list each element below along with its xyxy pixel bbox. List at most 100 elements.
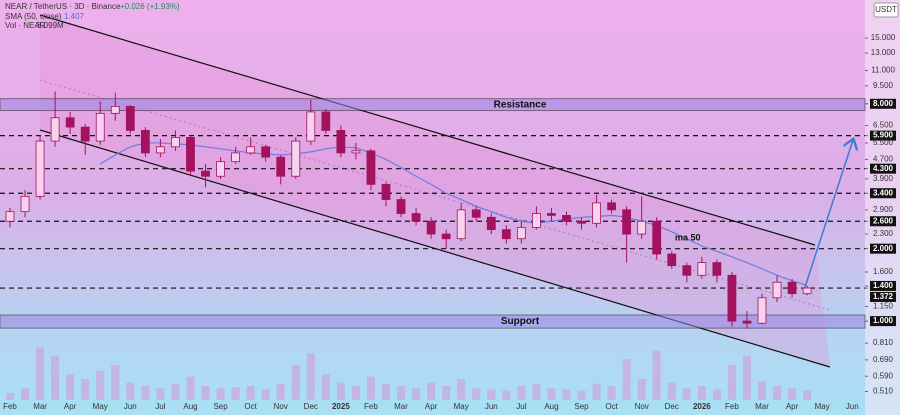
x-tick-label: Jul — [155, 402, 165, 411]
y-tick-label: 5.900 — [873, 131, 894, 140]
volume-bar — [351, 386, 360, 400]
y-tick-label: 13.000 — [871, 48, 896, 57]
volume-bar — [712, 389, 721, 400]
candle-body — [547, 213, 556, 216]
candle-body — [125, 106, 135, 131]
candle-body — [216, 161, 225, 177]
candle-body — [171, 137, 180, 148]
candle-body — [697, 262, 707, 276]
x-tick-label: Oct — [244, 402, 257, 411]
volume-bar — [562, 389, 571, 400]
x-tick-label: Jun — [124, 402, 137, 411]
volume-bar — [246, 386, 255, 400]
volume-bar — [517, 386, 526, 400]
candle-body — [35, 140, 45, 197]
price-band — [0, 98, 866, 112]
volume-bar — [186, 376, 195, 400]
indicator-value: 8.099M — [37, 21, 64, 30]
volume-bar — [96, 370, 105, 400]
volume-bar — [81, 379, 90, 400]
band-label: Resistance — [494, 99, 547, 110]
volume-bar — [577, 390, 586, 400]
volume-bar — [547, 388, 556, 400]
candle-body — [501, 229, 511, 240]
unit-label[interactable]: USDT — [875, 5, 897, 14]
volume-bar — [261, 389, 270, 400]
y-tick-label: 1.000 — [873, 316, 894, 325]
volume-bar — [427, 382, 436, 400]
candle-body — [276, 156, 286, 177]
candle-body — [441, 233, 451, 240]
x-tick-label: May — [93, 402, 108, 411]
candle-body — [727, 274, 737, 322]
y-tick-box — [870, 316, 896, 327]
candle-body — [622, 209, 632, 235]
chart-title: NEAR / TetherUS · 3D · Binance — [5, 2, 121, 11]
x-tick-label: Apr — [786, 402, 799, 411]
y-tick-box — [870, 291, 896, 302]
band-label: Support — [501, 316, 540, 327]
y-tick-box — [870, 188, 896, 199]
volume-bar — [66, 374, 75, 400]
y-tick-label: 0.690 — [873, 355, 894, 364]
volume-bar — [788, 388, 797, 400]
candle-body — [471, 209, 481, 218]
volume-bar — [397, 386, 406, 400]
volume-bar — [758, 381, 766, 400]
candle-body — [20, 195, 30, 213]
x-tick-label: Dec — [304, 402, 318, 411]
y-tick-label: 8.000 — [873, 99, 894, 108]
x-tick-label: Mar — [394, 402, 408, 411]
y-tick-label: 1.150 — [873, 302, 894, 311]
volume-bar — [742, 355, 751, 400]
candle-body — [516, 227, 526, 240]
candle-body — [456, 209, 466, 240]
price-change: +0.026 (+1.93%) — [120, 2, 180, 11]
x-tick-label: 2026 — [693, 402, 711, 411]
volume-bar — [487, 389, 496, 400]
candle-body — [652, 220, 662, 255]
volume-bar — [276, 383, 285, 400]
candle-body — [592, 202, 601, 224]
volume-bar — [321, 374, 330, 400]
candle-body — [486, 216, 496, 231]
y-tick-label: 2.000 — [873, 244, 894, 253]
y-tick-box — [870, 243, 896, 254]
volume-bar — [336, 382, 345, 400]
x-tick-label: Sep — [213, 402, 228, 411]
x-tick-label: Apr — [425, 402, 438, 411]
volume-bar — [156, 388, 165, 400]
candle-body — [366, 150, 376, 185]
candle-body — [562, 214, 571, 222]
candle-body — [231, 152, 241, 163]
y-tick-label: 4.700 — [873, 154, 894, 163]
candle-body — [201, 170, 210, 177]
projection-arrow — [804, 140, 853, 288]
volume-bar — [141, 386, 150, 400]
x-tick-label: May — [815, 402, 830, 411]
x-tick-label: Sep — [574, 402, 589, 411]
volume-bar — [803, 390, 812, 400]
volume-bar — [216, 388, 225, 400]
volume-bar — [306, 353, 315, 400]
y-tick-label: 0.810 — [873, 338, 894, 347]
y-tick-label: 6.500 — [873, 121, 894, 130]
volume-bar — [366, 376, 375, 400]
x-tick-label: May — [454, 402, 469, 411]
y-tick-label: 1.400 — [873, 281, 894, 290]
unit-box[interactable] — [873, 2, 899, 18]
y-tick-label: 2.900 — [873, 205, 894, 214]
candle-body — [5, 211, 15, 222]
indicator-value: 1.407 — [64, 12, 85, 21]
candle-body — [306, 111, 316, 142]
volume-bar — [727, 365, 736, 400]
y-tick-label: 11.000 — [871, 66, 895, 75]
volume-bar — [21, 388, 30, 400]
candle-body — [95, 112, 105, 142]
x-tick-label: Jun — [485, 402, 498, 411]
y-tick-label: 2.300 — [873, 229, 894, 238]
volume-bar — [652, 351, 661, 400]
candle-body — [637, 220, 647, 235]
volume-bar — [291, 365, 300, 400]
